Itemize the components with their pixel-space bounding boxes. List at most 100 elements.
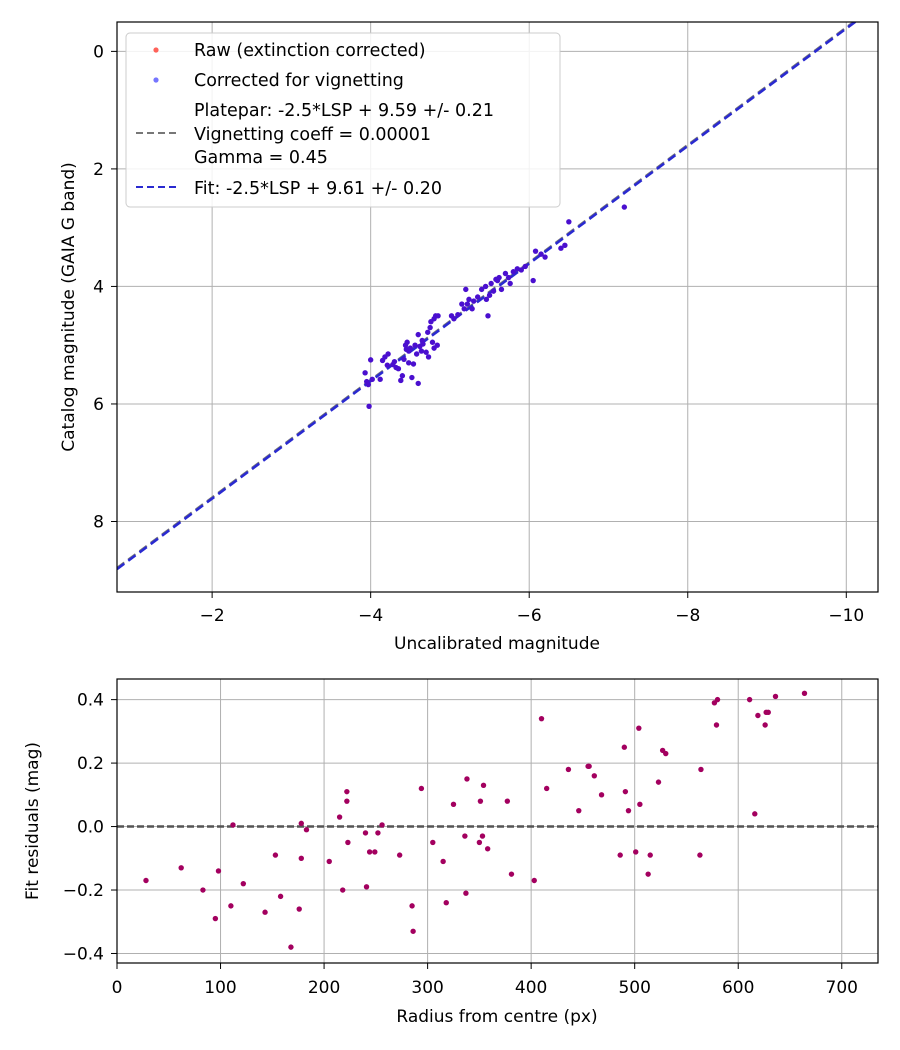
- data-point: [697, 852, 703, 858]
- data-point: [288, 944, 294, 950]
- bottom-chart-ytick-label: 0.0: [77, 818, 104, 838]
- data-point: [482, 283, 489, 290]
- data-point: [485, 313, 491, 319]
- data-point: [532, 248, 539, 254]
- data-point: [746, 696, 753, 703]
- data-point: [655, 779, 662, 785]
- data-point: [425, 354, 432, 360]
- data-point: [508, 871, 515, 877]
- data-point: [617, 852, 623, 858]
- data-point: [713, 722, 720, 728]
- data-point: [451, 316, 457, 322]
- data-point: [562, 242, 568, 248]
- data-point: [542, 254, 548, 260]
- data-point: [344, 788, 350, 795]
- data-point: [395, 366, 402, 372]
- data-point: [479, 833, 486, 839]
- data-point: [714, 696, 721, 703]
- bottom-chart-xtick-label: 600: [722, 978, 754, 998]
- data-point: [591, 773, 598, 779]
- data-point: [538, 715, 545, 722]
- top-chart-ytick-label: 4: [93, 277, 104, 297]
- bottom-chart-xtick-label: 400: [515, 978, 547, 998]
- data-point: [178, 865, 184, 871]
- data-point: [637, 801, 643, 808]
- top-chart-ytick-label: 8: [93, 512, 104, 532]
- legend-vignetting-label: Corrected for vignetting: [194, 71, 404, 91]
- data-point: [369, 376, 375, 382]
- data-point: [466, 296, 472, 303]
- bottom-chart-xtick-label: 300: [411, 978, 443, 998]
- data-point: [565, 766, 572, 773]
- legend-platepar-line3: Gamma = 0.45: [194, 148, 328, 168]
- data-point: [543, 785, 550, 792]
- data-point: [698, 766, 704, 773]
- data-point: [425, 329, 431, 335]
- line-fit: [117, 22, 858, 571]
- data-point: [633, 849, 639, 855]
- data-point: [362, 370, 368, 376]
- data-point: [558, 245, 564, 251]
- data-point: [477, 798, 484, 804]
- data-point: [298, 820, 304, 827]
- data-point: [375, 830, 381, 836]
- data-point: [415, 331, 421, 338]
- bottom-chart-xlabel: Radius from centre (px): [396, 1007, 597, 1027]
- bottom-chart-xtick-label: 700: [826, 978, 858, 998]
- data-point: [366, 403, 372, 410]
- data-point: [303, 827, 310, 833]
- data-point: [598, 792, 605, 798]
- legend-vignetting-marker: [153, 77, 159, 83]
- data-point: [391, 358, 398, 365]
- data-point: [531, 877, 537, 884]
- top-chart-xlabel: Uncalibrated magnitude: [394, 634, 600, 654]
- legend-raw-marker: [153, 47, 159, 53]
- data-point: [504, 798, 511, 804]
- data-point: [377, 376, 383, 382]
- data-point: [435, 313, 441, 319]
- top-chart-ticks: −2 −4 −6 −8 −10 0 2 4 6 8: [93, 42, 864, 626]
- data-point: [396, 852, 403, 858]
- data-point: [474, 294, 481, 300]
- top-chart-ytick-label: 6: [93, 395, 104, 415]
- top-chart-fit-lines: [117, 22, 858, 571]
- data-point: [399, 373, 406, 379]
- data-point: [480, 782, 487, 789]
- data-point: [636, 725, 642, 731]
- data-point: [765, 709, 771, 716]
- data-point: [430, 839, 436, 846]
- data-point: [262, 909, 268, 915]
- bottom-chart-xtick-label: 100: [204, 978, 236, 998]
- data-point: [372, 849, 378, 855]
- data-point: [461, 306, 467, 312]
- data-point: [622, 788, 629, 795]
- data-point: [272, 852, 279, 858]
- data-point: [625, 807, 632, 814]
- top-chart-xtick-label: −4: [358, 606, 383, 626]
- data-point: [409, 903, 415, 909]
- top-chart-ylabel: Catalog magnitude (GAIA G band): [59, 162, 79, 452]
- data-point: [752, 811, 758, 817]
- data-point: [566, 219, 572, 225]
- data-point: [486, 292, 493, 298]
- data-point: [663, 750, 669, 757]
- data-point: [464, 776, 470, 782]
- data-point: [586, 763, 592, 769]
- data-point: [385, 351, 391, 357]
- data-point: [488, 280, 494, 287]
- data-point: [576, 807, 582, 814]
- data-point: [420, 341, 426, 347]
- data-point: [409, 374, 415, 381]
- data-point: [366, 849, 373, 855]
- data-point: [507, 280, 513, 287]
- data-point: [469, 306, 475, 312]
- data-point: [463, 286, 469, 293]
- data-point: [530, 277, 536, 284]
- data-point: [476, 839, 483, 846]
- data-point: [418, 348, 425, 354]
- data-point: [367, 357, 374, 363]
- bottom-chart-points: [143, 690, 808, 950]
- top-chart-ytick-label: 2: [93, 160, 104, 180]
